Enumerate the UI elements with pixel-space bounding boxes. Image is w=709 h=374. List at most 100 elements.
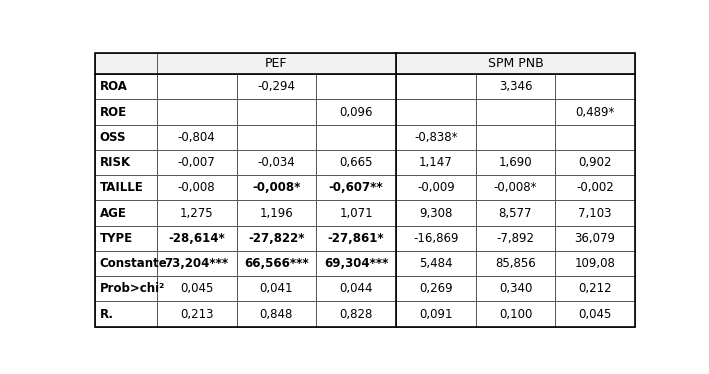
Text: SPM PNB: SPM PNB: [488, 57, 543, 70]
Text: -16,869: -16,869: [413, 232, 459, 245]
Bar: [95, 200, 157, 226]
Bar: [555, 200, 635, 226]
Text: 0,045: 0,045: [180, 282, 213, 295]
Bar: [316, 150, 396, 175]
Bar: [555, 226, 635, 251]
Text: -7,892: -7,892: [496, 232, 535, 245]
Text: ROA: ROA: [99, 80, 128, 93]
Bar: [237, 251, 316, 276]
Text: RISK: RISK: [99, 156, 130, 169]
Text: Constante: Constante: [99, 257, 167, 270]
Bar: [95, 175, 157, 200]
Bar: [237, 200, 316, 226]
Bar: [555, 251, 635, 276]
Bar: [476, 301, 555, 327]
Bar: [476, 150, 555, 175]
Text: 3,346: 3,346: [498, 80, 532, 93]
Text: R.: R.: [99, 307, 113, 321]
Bar: [157, 276, 237, 301]
Bar: [157, 53, 396, 74]
Bar: [237, 175, 316, 200]
Text: 36,079: 36,079: [575, 232, 615, 245]
Bar: [95, 125, 157, 150]
Bar: [555, 99, 635, 125]
Text: 0,096: 0,096: [340, 105, 373, 119]
Bar: [95, 301, 157, 327]
Bar: [95, 226, 157, 251]
Bar: [555, 125, 635, 150]
Text: 1,275: 1,275: [180, 206, 213, 220]
Bar: [476, 276, 555, 301]
Bar: [157, 74, 237, 99]
Bar: [95, 53, 157, 74]
Text: -0,607**: -0,607**: [329, 181, 384, 194]
Text: 69,304***: 69,304***: [324, 257, 389, 270]
Bar: [476, 226, 555, 251]
Text: -0,294: -0,294: [257, 80, 296, 93]
Text: 0,828: 0,828: [340, 307, 373, 321]
Text: 0,045: 0,045: [579, 307, 612, 321]
Bar: [95, 150, 157, 175]
Text: 0,041: 0,041: [259, 282, 293, 295]
Bar: [396, 150, 476, 175]
Text: 0,848: 0,848: [259, 307, 293, 321]
Text: -27,861*: -27,861*: [328, 232, 384, 245]
Text: 0,902: 0,902: [579, 156, 612, 169]
Bar: [476, 251, 555, 276]
Text: 0,091: 0,091: [419, 307, 452, 321]
Bar: [316, 251, 396, 276]
Bar: [95, 99, 157, 125]
Bar: [316, 276, 396, 301]
Text: 9,308: 9,308: [419, 206, 452, 220]
Text: TYPE: TYPE: [99, 232, 133, 245]
Text: 66,566***: 66,566***: [244, 257, 308, 270]
Bar: [237, 74, 316, 99]
Bar: [396, 99, 476, 125]
Bar: [157, 251, 237, 276]
Bar: [316, 125, 396, 150]
Text: 7,103: 7,103: [579, 206, 612, 220]
Text: -0,008*: -0,008*: [493, 181, 537, 194]
Text: TAILLE: TAILLE: [99, 181, 143, 194]
Bar: [396, 226, 476, 251]
Bar: [237, 125, 316, 150]
Bar: [157, 200, 237, 226]
Text: 73,204***: 73,204***: [164, 257, 229, 270]
Text: 0,489*: 0,489*: [576, 105, 615, 119]
Bar: [157, 226, 237, 251]
Bar: [237, 99, 316, 125]
Text: AGE: AGE: [99, 206, 126, 220]
Text: 0,100: 0,100: [498, 307, 532, 321]
Bar: [157, 99, 237, 125]
Text: 5,484: 5,484: [419, 257, 452, 270]
Bar: [316, 226, 396, 251]
Text: -28,614*: -28,614*: [168, 232, 225, 245]
Bar: [316, 301, 396, 327]
Bar: [316, 99, 396, 125]
Text: Prob>chi²: Prob>chi²: [99, 282, 164, 295]
Text: 1,147: 1,147: [419, 156, 452, 169]
Text: 1,196: 1,196: [259, 206, 294, 220]
Text: 0,044: 0,044: [340, 282, 373, 295]
Text: -0,838*: -0,838*: [414, 131, 457, 144]
Text: 0,213: 0,213: [180, 307, 213, 321]
Bar: [396, 53, 635, 74]
Bar: [396, 175, 476, 200]
Bar: [157, 175, 237, 200]
Bar: [316, 175, 396, 200]
Bar: [237, 150, 316, 175]
Text: ROE: ROE: [99, 105, 127, 119]
Text: -0,009: -0,009: [417, 181, 454, 194]
Text: -0,002: -0,002: [576, 181, 614, 194]
Bar: [555, 150, 635, 175]
Text: OSS: OSS: [99, 131, 126, 144]
Bar: [95, 276, 157, 301]
Bar: [476, 200, 555, 226]
Text: -27,822*: -27,822*: [248, 232, 305, 245]
Bar: [237, 226, 316, 251]
Bar: [237, 276, 316, 301]
Bar: [316, 200, 396, 226]
Bar: [157, 150, 237, 175]
Bar: [476, 99, 555, 125]
Text: 0,212: 0,212: [579, 282, 612, 295]
